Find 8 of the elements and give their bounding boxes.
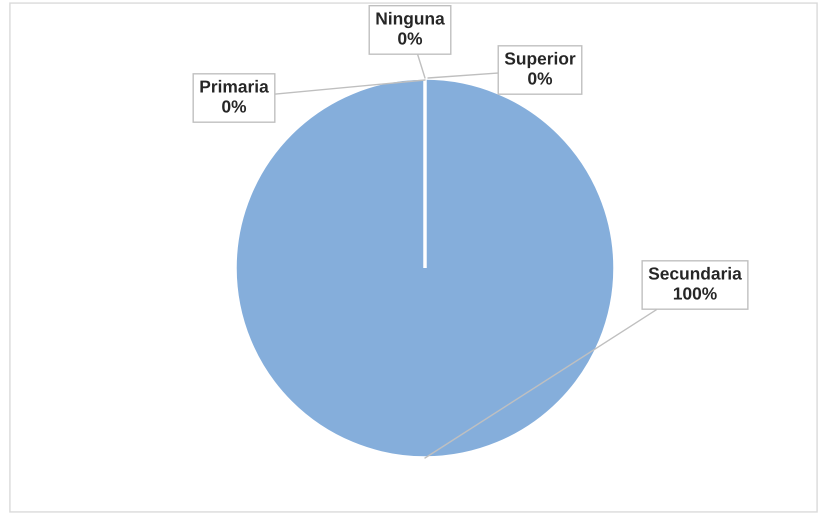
- text: 0%: [222, 100, 246, 113]
- category-label: Primaria: [200, 80, 269, 93]
- text: 0%: [528, 72, 552, 85]
- category-label: Ninguna: [376, 12, 445, 28]
- category-label: Superior: [504, 52, 576, 68]
- slice-label: Secundaria: [648, 266, 742, 280]
- data-label: 100%: [674, 287, 717, 300]
- text: 0%: [398, 32, 422, 45]
